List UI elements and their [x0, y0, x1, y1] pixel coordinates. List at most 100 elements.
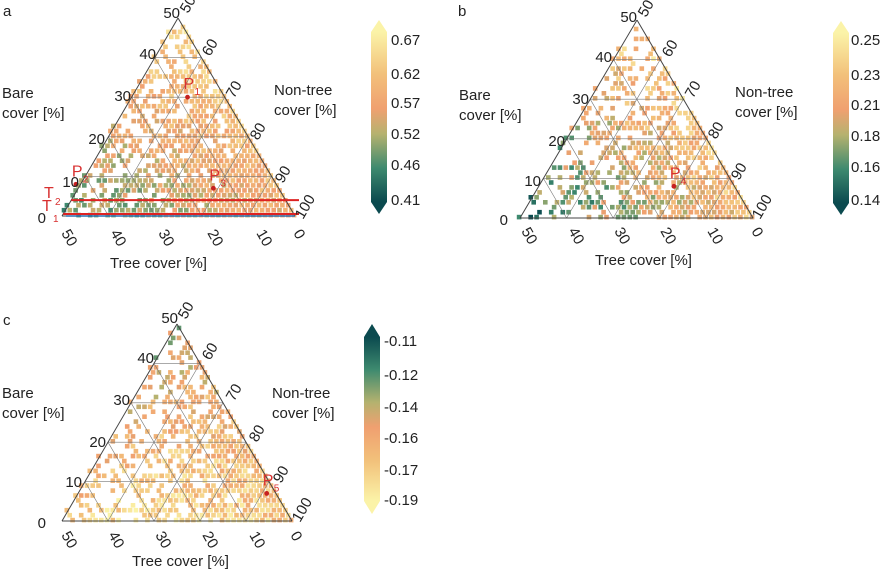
- heat-cell: [212, 118, 218, 124]
- heat-cell: [204, 193, 209, 198]
- heat-cell: [674, 96, 679, 101]
- heat-cell: [219, 419, 225, 424]
- heat-cell: [93, 163, 99, 168]
- heat-cell: [225, 507, 231, 513]
- heat-cell: [738, 214, 743, 220]
- heat-cell: [216, 473, 222, 479]
- heat-cell: [615, 214, 621, 220]
- heat-cell: [176, 355, 182, 360]
- heat-cell: [90, 512, 95, 518]
- heat-cell: [534, 214, 539, 220]
- heat-cell: [122, 507, 127, 513]
- heat-cell: [188, 384, 193, 390]
- heat-cell: [248, 188, 253, 193]
- heat-cell: [76, 202, 81, 208]
- heat-cell: [176, 443, 182, 449]
- heat-cell: [154, 207, 160, 213]
- heat-cell: [589, 160, 595, 165]
- heat-cell: [179, 488, 185, 493]
- heat-cell: [207, 207, 212, 213]
- heat-cell: [259, 207, 265, 213]
- heat-cell: [179, 517, 185, 523]
- heat-cell: [621, 175, 627, 180]
- heat-cell: [639, 185, 644, 190]
- heat-cell: [560, 209, 566, 215]
- grid-line-nontree: [612, 99, 684, 219]
- heat-cell: [211, 473, 216, 479]
- heat-cell: [648, 130, 653, 136]
- heat-cell: [237, 448, 242, 454]
- heat-cell: [729, 209, 734, 215]
- triangle-edge-left: [61, 323, 178, 522]
- heat-cell: [189, 168, 195, 173]
- heat-cell: [665, 200, 670, 205]
- heat-cell: [221, 163, 227, 168]
- colorbar-a-tick: 0.41: [391, 192, 420, 209]
- heat-cell: [189, 188, 195, 193]
- heat-cell: [216, 512, 222, 518]
- heat-cell: [528, 195, 534, 200]
- tick-nontree: 80: [705, 119, 728, 142]
- heat-cell: [709, 195, 714, 200]
- marker-label-sub: 2: [83, 174, 89, 185]
- heat-cell: [198, 94, 203, 99]
- heat-cell: [228, 473, 233, 479]
- heat-cell: [125, 158, 131, 163]
- heat-cell: [668, 135, 673, 141]
- heat-cell: [150, 478, 156, 483]
- heat-cell: [195, 128, 201, 134]
- heat-cell: [166, 29, 171, 35]
- heat-cell: [677, 150, 682, 155]
- heat-cell: [572, 190, 577, 195]
- heat-cell: [143, 188, 148, 193]
- heat-cell: [142, 404, 147, 410]
- heat-cell: [183, 118, 189, 124]
- tick-bare: 20: [548, 133, 565, 150]
- heat-cell: [180, 44, 186, 50]
- heat-cell: [198, 64, 203, 69]
- heat-cell: [219, 498, 225, 503]
- marker-label: P: [184, 76, 195, 93]
- heat-cell: [662, 155, 668, 160]
- heat-cell: [191, 498, 196, 503]
- heat-cell: [201, 118, 206, 124]
- heat-cell: [136, 404, 141, 410]
- heat-cell: [145, 429, 150, 434]
- heat-cell: [648, 160, 653, 165]
- heat-cell: [251, 212, 256, 218]
- panel-b-heat: [516, 26, 755, 220]
- heat-cell: [685, 135, 691, 141]
- heat-cell: [642, 130, 647, 136]
- heat-cell: [183, 158, 189, 163]
- heat-cell: [581, 115, 586, 121]
- heat-cell: [694, 209, 700, 215]
- heat-cell: [648, 140, 653, 146]
- heat-cell: [142, 453, 147, 459]
- heat-cell: [680, 175, 685, 180]
- axis-label-bare-line2: cover [%]: [459, 107, 522, 124]
- heat-cell: [222, 512, 228, 518]
- heat-cell: [720, 195, 726, 200]
- heat-cell: [237, 458, 242, 464]
- heat-cell: [199, 493, 205, 498]
- heat-cell: [113, 453, 118, 459]
- heat-cell: [205, 394, 210, 400]
- heat-cell: [119, 188, 125, 193]
- heat-cell: [169, 143, 174, 149]
- heat-cell: [717, 190, 723, 195]
- heat-cell: [598, 204, 603, 210]
- heat-cell: [688, 150, 694, 155]
- heat-cell: [224, 108, 230, 114]
- heat-cell: [709, 214, 714, 220]
- heat-cell: [116, 498, 121, 503]
- heat-cell: [610, 56, 615, 61]
- heat-cell: [175, 74, 180, 79]
- heat-cell: [254, 498, 259, 503]
- heat-cell: [186, 133, 192, 139]
- heat-cell: [160, 138, 166, 144]
- heat-cell: [210, 153, 215, 158]
- heat-cell: [204, 113, 209, 119]
- heat-cell: [216, 443, 222, 449]
- heat-cell: [630, 81, 636, 86]
- heat-cell: [211, 483, 216, 488]
